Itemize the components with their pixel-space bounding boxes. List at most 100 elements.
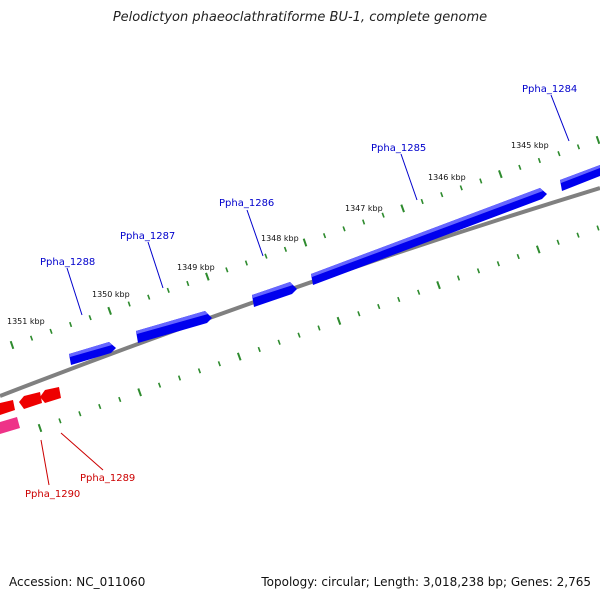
inner-tick-mark — [137, 388, 142, 397]
outer-tick-mark — [498, 170, 503, 179]
outer-tick-mark — [420, 198, 424, 205]
inner-tick-mark — [476, 268, 481, 274]
inner-tick-mark — [436, 281, 441, 290]
inner-tick-mark — [516, 253, 520, 260]
gene-arrow-ppha-1285-shade — [311, 188, 543, 277]
leader-ppha-1289 — [60, 432, 104, 471]
gene-arrow-ppha-1285[interactable] — [311, 188, 547, 285]
inner-tick-mark — [277, 339, 281, 345]
leader-ppha-1290 — [40, 439, 50, 486]
inner-tick-mark — [217, 361, 221, 367]
inner-tick-track — [37, 225, 600, 433]
inner-tick-mark — [377, 303, 381, 310]
outer-tick-mark — [362, 219, 366, 225]
leader-ppha-1284 — [550, 94, 570, 142]
outer-tick-mark — [440, 192, 444, 198]
gene-arrow-ppha-1287[interactable] — [136, 311, 212, 343]
genome-backbone — [0, 186, 600, 398]
label-leaders — [40, 94, 570, 486]
scale-label-1346: 1346 kbp — [428, 173, 466, 182]
scale-label-1351: 1351 kbp — [7, 317, 45, 326]
inner-tick-mark — [297, 332, 301, 338]
inner-tick-mark — [78, 411, 82, 417]
gene-label-ppha-1290[interactable]: Ppha_1290 — [25, 489, 80, 500]
gene-label-ppha-1284[interactable]: Ppha_1284 — [522, 84, 577, 95]
outer-tick-mark — [342, 226, 346, 232]
inner-tick-mark — [397, 296, 401, 303]
scale-label-1348: 1348 kbp — [261, 234, 299, 243]
gene-arrow-ppha-1287-shade — [136, 311, 208, 334]
outer-tick-track — [9, 135, 600, 350]
outer-tick-mark — [518, 164, 522, 170]
outer-tick-mark — [166, 287, 170, 293]
leader-ppha-1288 — [66, 267, 83, 316]
inner-tick-mark — [197, 368, 202, 374]
outer-tick-mark — [244, 260, 248, 266]
gene-arrow-ppha-1286[interactable] — [252, 282, 297, 307]
inner-tick-mark — [98, 403, 102, 410]
outer-tick-mark — [283, 246, 288, 252]
gene-label-ppha-1288[interactable]: Ppha_1288 — [40, 257, 95, 268]
outer-tick-mark — [127, 301, 131, 307]
inner-tick-mark — [576, 232, 580, 238]
leader-ppha-1285 — [400, 153, 418, 201]
inner-tick-mark — [456, 275, 461, 281]
inner-tick-mark — [357, 311, 361, 317]
forward-genes — [69, 165, 600, 365]
genome-summary: Topology: circular; Length: 3,018,238 bp… — [261, 575, 591, 589]
outer-tick-mark — [302, 238, 308, 247]
inner-tick-mark — [556, 239, 560, 245]
scale-label-1345: 1345 kbp — [511, 141, 549, 150]
scale-label-1349: 1349 kbp — [177, 263, 215, 272]
outer-tick-mark — [400, 204, 405, 213]
inner-tick-mark — [157, 382, 162, 388]
outer-tick-mark — [49, 328, 53, 334]
inner-tick-mark — [317, 325, 321, 331]
leader-ppha-1286 — [246, 209, 264, 257]
gene-arrow-ppha-1290[interactable] — [19, 392, 42, 409]
accession-label: Accession: NC_011060 — [9, 575, 146, 589]
outer-tick-mark — [537, 157, 541, 164]
outer-tick-mark — [9, 340, 15, 350]
outer-tick-mark — [322, 233, 327, 239]
outer-tick-mark — [29, 335, 34, 341]
gene-label-ppha-1286[interactable]: Ppha_1286 — [219, 198, 274, 209]
outer-tick-mark — [381, 212, 385, 218]
gene-arrow-edge[interactable] — [0, 400, 15, 415]
inner-tick-mark — [417, 289, 421, 295]
inner-tick-mark — [177, 375, 182, 381]
gene-label-ppha-1285[interactable]: Ppha_1285 — [371, 143, 426, 154]
outer-tick-mark — [147, 294, 151, 300]
inner-tick-mark — [257, 346, 261, 353]
reverse-genes — [0, 387, 61, 434]
pink-feature[interactable] — [0, 417, 20, 434]
outer-tick-mark — [576, 144, 581, 150]
outer-tick-mark — [479, 178, 483, 184]
inner-tick-mark — [118, 396, 122, 403]
outer-tick-mark — [595, 135, 600, 145]
inner-tick-mark — [596, 225, 600, 231]
gene-arrow-ppha-1289[interactable] — [40, 387, 61, 403]
map-title: Pelodictyon phaeoclathratiforme BU-1, co… — [112, 10, 488, 25]
outer-tick-mark — [88, 315, 92, 321]
gene-arrow-ppha-1284-shade — [560, 165, 600, 183]
outer-tick-mark — [557, 151, 561, 157]
outer-tick-mark — [107, 306, 112, 315]
outer-tick-mark — [264, 253, 268, 259]
gene-label-ppha-1287[interactable]: Ppha_1287 — [120, 231, 175, 242]
scale-label-1350: 1350 kbp — [92, 290, 130, 299]
inner-tick-mark — [496, 261, 500, 267]
outer-tick-mark — [225, 267, 229, 273]
inner-tick-mark — [58, 418, 62, 424]
scale-label-1347: 1347 kbp — [345, 204, 383, 213]
gene-arrow-ppha-1286-shade — [252, 282, 293, 298]
gene-labels: Ppha_1284 Ppha_1285 Ppha_1286 Ppha_1287 … — [25, 84, 577, 500]
inner-tick-mark — [37, 423, 43, 433]
scale-labels: 1345 kbp 1346 kbp 1347 kbp 1348 kbp 1349… — [7, 141, 549, 326]
leader-ppha-1287 — [147, 241, 164, 289]
inner-tick-mark — [236, 352, 242, 361]
gene-arrow-ppha-1288[interactable] — [69, 342, 116, 365]
gene-label-ppha-1289[interactable]: Ppha_1289 — [80, 473, 135, 484]
outer-tick-mark — [186, 280, 190, 287]
